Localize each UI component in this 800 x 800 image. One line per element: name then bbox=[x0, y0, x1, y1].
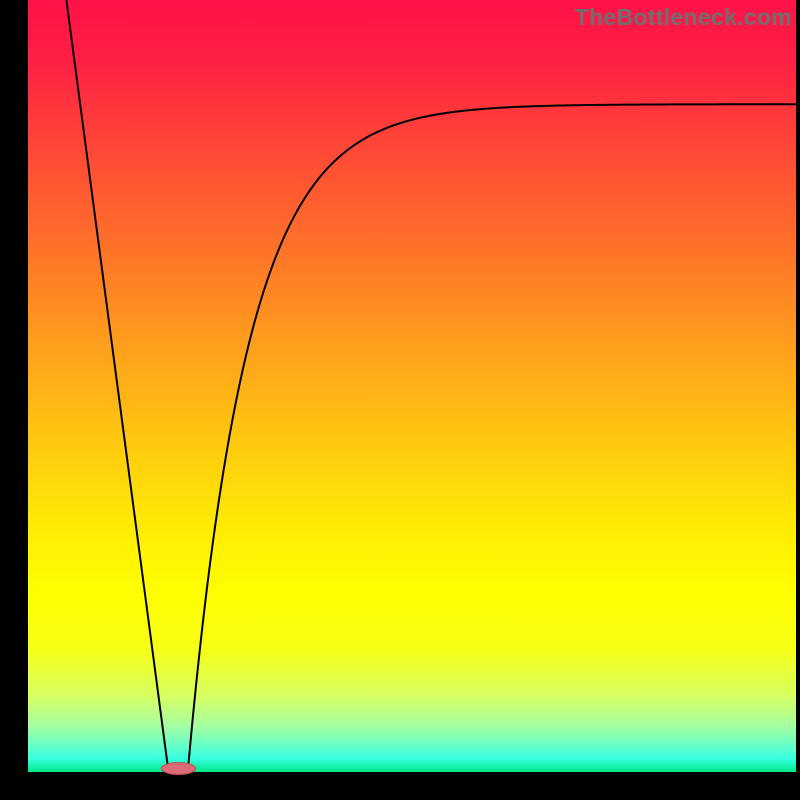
bottleneck-marker bbox=[162, 763, 196, 775]
plot-background bbox=[28, 0, 796, 772]
watermark: TheBottleneck.com bbox=[575, 4, 792, 31]
